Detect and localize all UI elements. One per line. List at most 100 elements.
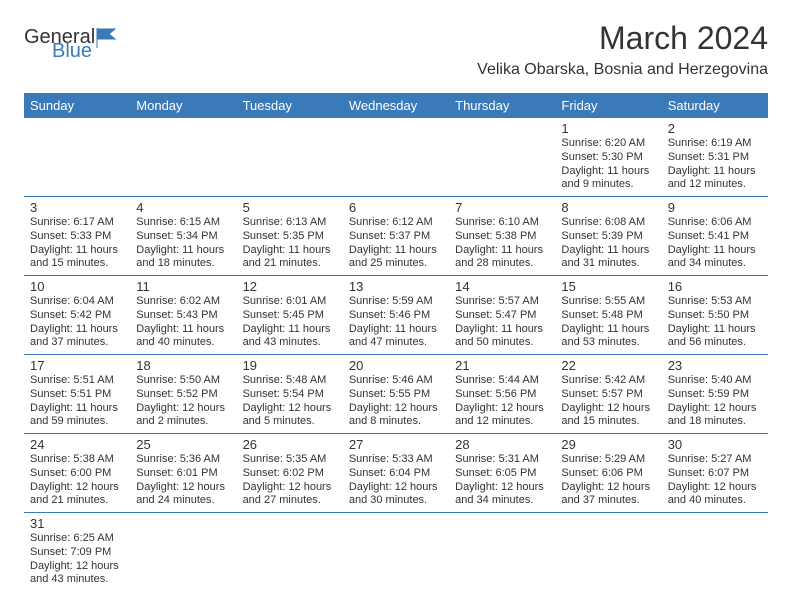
calendar-cell	[449, 118, 555, 197]
calendar-cell: 12Sunrise: 6:01 AMSunset: 5:45 PMDayligh…	[237, 276, 343, 355]
day-number: 18	[136, 358, 230, 373]
calendar-cell	[130, 513, 236, 592]
calendar-cell	[237, 118, 343, 197]
day-info: Sunrise: 5:33 AMSunset: 6:04 PMDaylight:…	[349, 453, 443, 508]
day-info: Sunrise: 5:48 AMSunset: 5:54 PMDaylight:…	[243, 374, 337, 429]
day-number: 25	[136, 437, 230, 452]
day-info: Sunrise: 6:17 AMSunset: 5:33 PMDaylight:…	[30, 216, 124, 271]
day-number: 13	[349, 279, 443, 294]
calendar-row: 3Sunrise: 6:17 AMSunset: 5:33 PMDaylight…	[24, 197, 768, 276]
day-number: 9	[668, 200, 762, 215]
calendar-row: 10Sunrise: 6:04 AMSunset: 5:42 PMDayligh…	[24, 276, 768, 355]
flag-icon	[95, 26, 119, 50]
day-info: Sunrise: 5:36 AMSunset: 6:01 PMDaylight:…	[136, 453, 230, 508]
day-info: Sunrise: 5:38 AMSunset: 6:00 PMDaylight:…	[30, 453, 124, 508]
day-number: 2	[668, 121, 762, 136]
calendar-cell	[130, 118, 236, 197]
day-info: Sunrise: 5:29 AMSunset: 6:06 PMDaylight:…	[561, 453, 655, 508]
calendar-cell: 14Sunrise: 5:57 AMSunset: 5:47 PMDayligh…	[449, 276, 555, 355]
calendar-cell	[555, 513, 661, 592]
calendar-cell	[343, 513, 449, 592]
calendar-cell: 30Sunrise: 5:27 AMSunset: 6:07 PMDayligh…	[662, 434, 768, 513]
day-header: Monday	[130, 93, 236, 118]
calendar-cell: 24Sunrise: 5:38 AMSunset: 6:00 PMDayligh…	[24, 434, 130, 513]
day-number: 27	[349, 437, 443, 452]
day-header: Saturday	[662, 93, 768, 118]
day-number: 26	[243, 437, 337, 452]
calendar-cell: 16Sunrise: 5:53 AMSunset: 5:50 PMDayligh…	[662, 276, 768, 355]
day-info: Sunrise: 5:50 AMSunset: 5:52 PMDaylight:…	[136, 374, 230, 429]
day-info: Sunrise: 5:59 AMSunset: 5:46 PMDaylight:…	[349, 295, 443, 350]
calendar-row: 31Sunrise: 6:25 AMSunset: 7:09 PMDayligh…	[24, 513, 768, 592]
calendar-row: 17Sunrise: 5:51 AMSunset: 5:51 PMDayligh…	[24, 355, 768, 434]
calendar-body: 1Sunrise: 6:20 AMSunset: 5:30 PMDaylight…	[24, 118, 768, 591]
calendar-cell: 8Sunrise: 6:08 AMSunset: 5:39 PMDaylight…	[555, 197, 661, 276]
day-info: Sunrise: 5:35 AMSunset: 6:02 PMDaylight:…	[243, 453, 337, 508]
calendar-cell: 2Sunrise: 6:19 AMSunset: 5:31 PMDaylight…	[662, 118, 768, 197]
day-header: Tuesday	[237, 93, 343, 118]
day-info: Sunrise: 6:04 AMSunset: 5:42 PMDaylight:…	[30, 295, 124, 350]
day-number: 17	[30, 358, 124, 373]
day-info: Sunrise: 6:19 AMSunset: 5:31 PMDaylight:…	[668, 137, 762, 192]
calendar-cell: 9Sunrise: 6:06 AMSunset: 5:41 PMDaylight…	[662, 197, 768, 276]
calendar-cell: 6Sunrise: 6:12 AMSunset: 5:37 PMDaylight…	[343, 197, 449, 276]
day-info: Sunrise: 5:55 AMSunset: 5:48 PMDaylight:…	[561, 295, 655, 350]
calendar-cell	[343, 118, 449, 197]
day-number: 8	[561, 200, 655, 215]
calendar-table: SundayMondayTuesdayWednesdayThursdayFrid…	[24, 93, 768, 591]
day-header: Thursday	[449, 93, 555, 118]
calendar-cell: 22Sunrise: 5:42 AMSunset: 5:57 PMDayligh…	[555, 355, 661, 434]
logo-text: General Blue	[24, 28, 95, 60]
day-number: 15	[561, 279, 655, 294]
calendar-cell: 15Sunrise: 5:55 AMSunset: 5:48 PMDayligh…	[555, 276, 661, 355]
calendar-cell: 20Sunrise: 5:46 AMSunset: 5:55 PMDayligh…	[343, 355, 449, 434]
calendar-cell: 10Sunrise: 6:04 AMSunset: 5:42 PMDayligh…	[24, 276, 130, 355]
day-info: Sunrise: 5:53 AMSunset: 5:50 PMDaylight:…	[668, 295, 762, 350]
day-number: 30	[668, 437, 762, 452]
calendar-cell: 5Sunrise: 6:13 AMSunset: 5:35 PMDaylight…	[237, 197, 343, 276]
day-number: 10	[30, 279, 124, 294]
calendar-cell: 17Sunrise: 5:51 AMSunset: 5:51 PMDayligh…	[24, 355, 130, 434]
day-info: Sunrise: 6:25 AMSunset: 7:09 PMDaylight:…	[30, 532, 124, 587]
day-info: Sunrise: 6:15 AMSunset: 5:34 PMDaylight:…	[136, 216, 230, 271]
day-number: 21	[455, 358, 549, 373]
day-number: 23	[668, 358, 762, 373]
calendar-cell: 1Sunrise: 6:20 AMSunset: 5:30 PMDaylight…	[555, 118, 661, 197]
day-number: 3	[30, 200, 124, 215]
title-block: March 2024 Velika Obarska, Bosnia and He…	[477, 20, 768, 85]
day-info: Sunrise: 6:13 AMSunset: 5:35 PMDaylight:…	[243, 216, 337, 271]
day-number: 11	[136, 279, 230, 294]
day-header: Wednesday	[343, 93, 449, 118]
calendar-cell: 26Sunrise: 5:35 AMSunset: 6:02 PMDayligh…	[237, 434, 343, 513]
calendar-cell: 18Sunrise: 5:50 AMSunset: 5:52 PMDayligh…	[130, 355, 236, 434]
calendar-cell: 11Sunrise: 6:02 AMSunset: 5:43 PMDayligh…	[130, 276, 236, 355]
calendar-row: 1Sunrise: 6:20 AMSunset: 5:30 PMDaylight…	[24, 118, 768, 197]
calendar-cell: 29Sunrise: 5:29 AMSunset: 6:06 PMDayligh…	[555, 434, 661, 513]
day-info: Sunrise: 5:44 AMSunset: 5:56 PMDaylight:…	[455, 374, 549, 429]
calendar-cell: 3Sunrise: 6:17 AMSunset: 5:33 PMDaylight…	[24, 197, 130, 276]
day-number: 7	[455, 200, 549, 215]
day-number: 28	[455, 437, 549, 452]
calendar-cell	[662, 513, 768, 592]
day-number: 29	[561, 437, 655, 452]
day-info: Sunrise: 6:10 AMSunset: 5:38 PMDaylight:…	[455, 216, 549, 271]
calendar-cell	[24, 118, 130, 197]
calendar-page: General Blue March 2024 Velika Obarska, …	[0, 0, 792, 611]
day-header: Sunday	[24, 93, 130, 118]
day-info: Sunrise: 5:46 AMSunset: 5:55 PMDaylight:…	[349, 374, 443, 429]
day-info: Sunrise: 5:57 AMSunset: 5:47 PMDaylight:…	[455, 295, 549, 350]
day-info: Sunrise: 5:40 AMSunset: 5:59 PMDaylight:…	[668, 374, 762, 429]
calendar-cell: 25Sunrise: 5:36 AMSunset: 6:01 PMDayligh…	[130, 434, 236, 513]
calendar-cell: 4Sunrise: 6:15 AMSunset: 5:34 PMDaylight…	[130, 197, 236, 276]
day-info: Sunrise: 6:12 AMSunset: 5:37 PMDaylight:…	[349, 216, 443, 271]
calendar-cell: 19Sunrise: 5:48 AMSunset: 5:54 PMDayligh…	[237, 355, 343, 434]
day-info: Sunrise: 6:20 AMSunset: 5:30 PMDaylight:…	[561, 137, 655, 192]
month-title: March 2024	[477, 20, 768, 57]
day-info: Sunrise: 5:27 AMSunset: 6:07 PMDaylight:…	[668, 453, 762, 508]
day-number: 22	[561, 358, 655, 373]
calendar-cell: 13Sunrise: 5:59 AMSunset: 5:46 PMDayligh…	[343, 276, 449, 355]
day-number: 19	[243, 358, 337, 373]
calendar-row: 24Sunrise: 5:38 AMSunset: 6:00 PMDayligh…	[24, 434, 768, 513]
day-info: Sunrise: 6:08 AMSunset: 5:39 PMDaylight:…	[561, 216, 655, 271]
logo: General Blue	[24, 20, 121, 60]
